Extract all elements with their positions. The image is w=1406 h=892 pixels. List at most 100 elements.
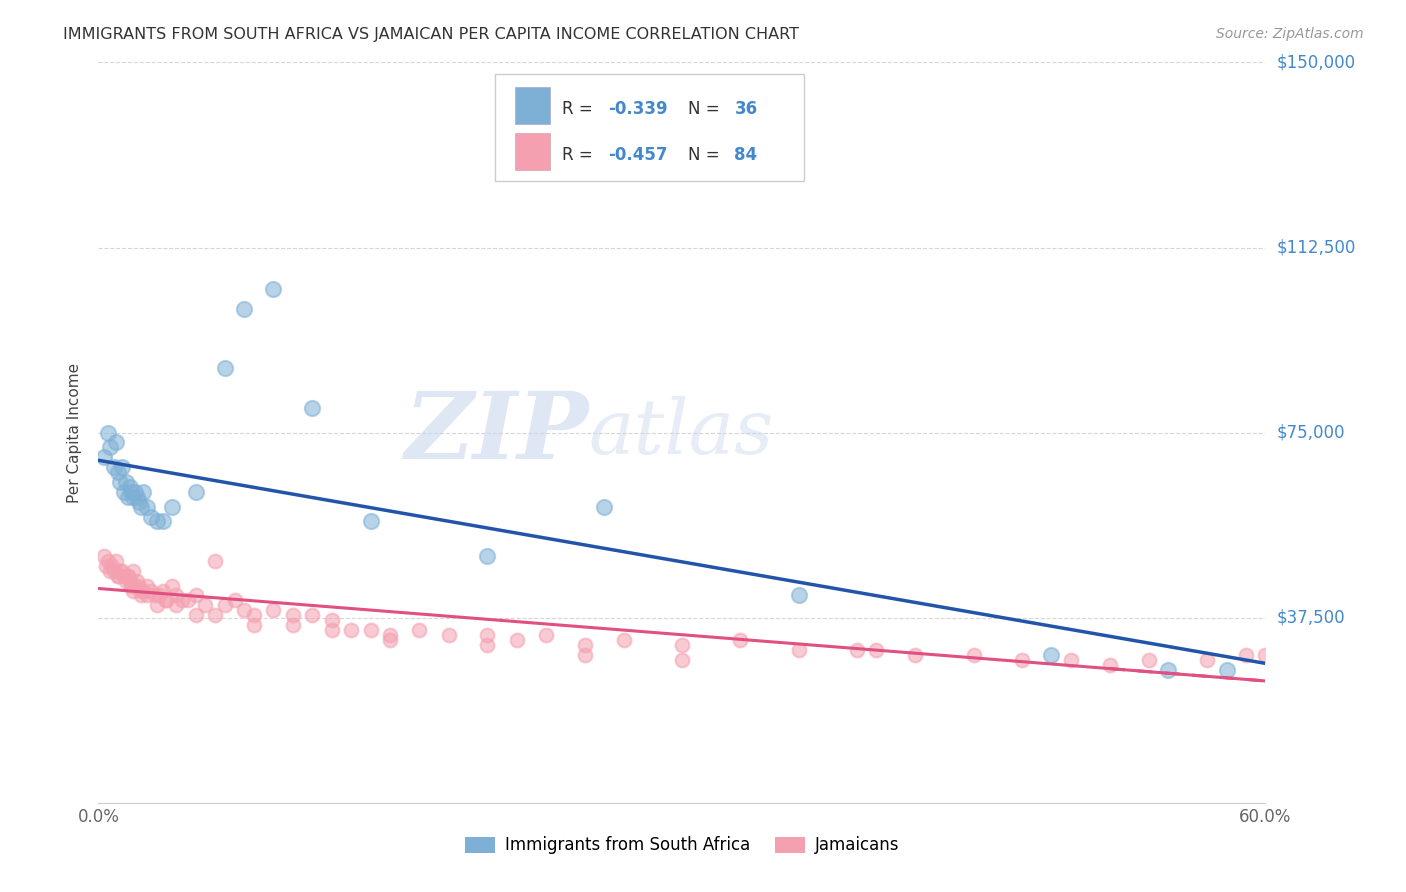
Text: Source: ZipAtlas.com: Source: ZipAtlas.com xyxy=(1216,27,1364,41)
Point xyxy=(408,623,430,637)
Point xyxy=(103,460,125,475)
Point xyxy=(1254,648,1277,662)
Point xyxy=(96,558,118,573)
Legend: Immigrants from South Africa, Jamaicans: Immigrants from South Africa, Jamaicans xyxy=(458,830,905,861)
Text: N =: N = xyxy=(688,146,724,164)
Point xyxy=(184,608,207,623)
Point xyxy=(321,613,343,627)
Point xyxy=(111,460,134,475)
Point xyxy=(146,599,169,613)
Point xyxy=(165,589,187,603)
Point xyxy=(1215,663,1237,677)
Point xyxy=(281,618,304,632)
Point xyxy=(117,568,139,582)
Point xyxy=(671,638,693,652)
Point xyxy=(129,589,152,603)
Point xyxy=(112,484,135,499)
Point xyxy=(865,642,887,657)
Point xyxy=(155,593,177,607)
Point xyxy=(380,628,402,642)
Point xyxy=(574,648,596,662)
Point xyxy=(165,599,187,613)
Text: -0.457: -0.457 xyxy=(609,146,668,164)
Point xyxy=(107,568,129,582)
Bar xyxy=(515,133,550,170)
Point xyxy=(170,593,193,607)
Text: R =: R = xyxy=(562,100,598,119)
Point xyxy=(129,583,152,598)
Point xyxy=(93,450,115,465)
Text: 84: 84 xyxy=(734,146,758,164)
Text: $112,500: $112,500 xyxy=(1277,238,1355,257)
Point xyxy=(143,589,166,603)
Point xyxy=(139,509,162,524)
Point xyxy=(122,583,145,598)
Point xyxy=(787,642,810,657)
Point xyxy=(613,632,636,647)
Point xyxy=(184,484,207,499)
Point xyxy=(730,632,752,647)
Point xyxy=(108,475,131,489)
Text: $150,000: $150,000 xyxy=(1277,54,1355,71)
Point xyxy=(787,589,810,603)
Point xyxy=(118,574,141,588)
Text: -0.339: -0.339 xyxy=(609,100,668,119)
Point xyxy=(1040,648,1063,662)
Point xyxy=(124,579,146,593)
Point xyxy=(281,608,304,623)
Point xyxy=(108,564,131,578)
Point xyxy=(204,608,226,623)
Text: ZIP: ZIP xyxy=(405,388,589,477)
Text: $75,000: $75,000 xyxy=(1277,424,1346,442)
Point xyxy=(117,568,139,582)
Point xyxy=(477,549,499,563)
Text: N =: N = xyxy=(688,100,724,119)
Point xyxy=(129,500,152,514)
Point xyxy=(104,554,127,568)
Point xyxy=(162,500,184,514)
Point xyxy=(194,599,217,613)
Point xyxy=(477,628,499,642)
Point xyxy=(262,603,284,617)
Point xyxy=(127,574,149,588)
Point xyxy=(136,500,159,514)
Point xyxy=(1274,642,1296,657)
Point xyxy=(98,564,121,578)
Point xyxy=(124,484,146,499)
Text: R =: R = xyxy=(562,146,598,164)
Point xyxy=(132,583,155,598)
Point xyxy=(233,603,256,617)
Point xyxy=(111,564,134,578)
Point xyxy=(243,608,266,623)
Point xyxy=(846,642,869,657)
Point xyxy=(121,579,143,593)
Point xyxy=(122,564,145,578)
Text: atlas: atlas xyxy=(589,396,773,469)
Point xyxy=(128,494,150,508)
Point xyxy=(1234,648,1257,662)
Point xyxy=(103,564,125,578)
Point xyxy=(97,425,120,440)
Text: $37,500: $37,500 xyxy=(1277,608,1346,627)
Point xyxy=(360,623,382,637)
Point xyxy=(1157,663,1180,677)
FancyBboxPatch shape xyxy=(495,73,804,181)
Point xyxy=(114,574,136,588)
Point xyxy=(437,628,460,642)
Text: 36: 36 xyxy=(734,100,758,119)
Point xyxy=(117,490,139,504)
Point xyxy=(146,515,169,529)
Point xyxy=(107,568,129,582)
Point xyxy=(962,648,984,662)
Point xyxy=(104,435,127,450)
Point xyxy=(132,484,155,499)
Point xyxy=(162,579,184,593)
Point xyxy=(112,568,135,582)
Point xyxy=(477,638,499,652)
Point xyxy=(128,579,150,593)
Point xyxy=(904,648,927,662)
Point xyxy=(155,593,177,607)
Point xyxy=(122,490,145,504)
Bar xyxy=(515,87,550,124)
Point xyxy=(1011,653,1033,667)
